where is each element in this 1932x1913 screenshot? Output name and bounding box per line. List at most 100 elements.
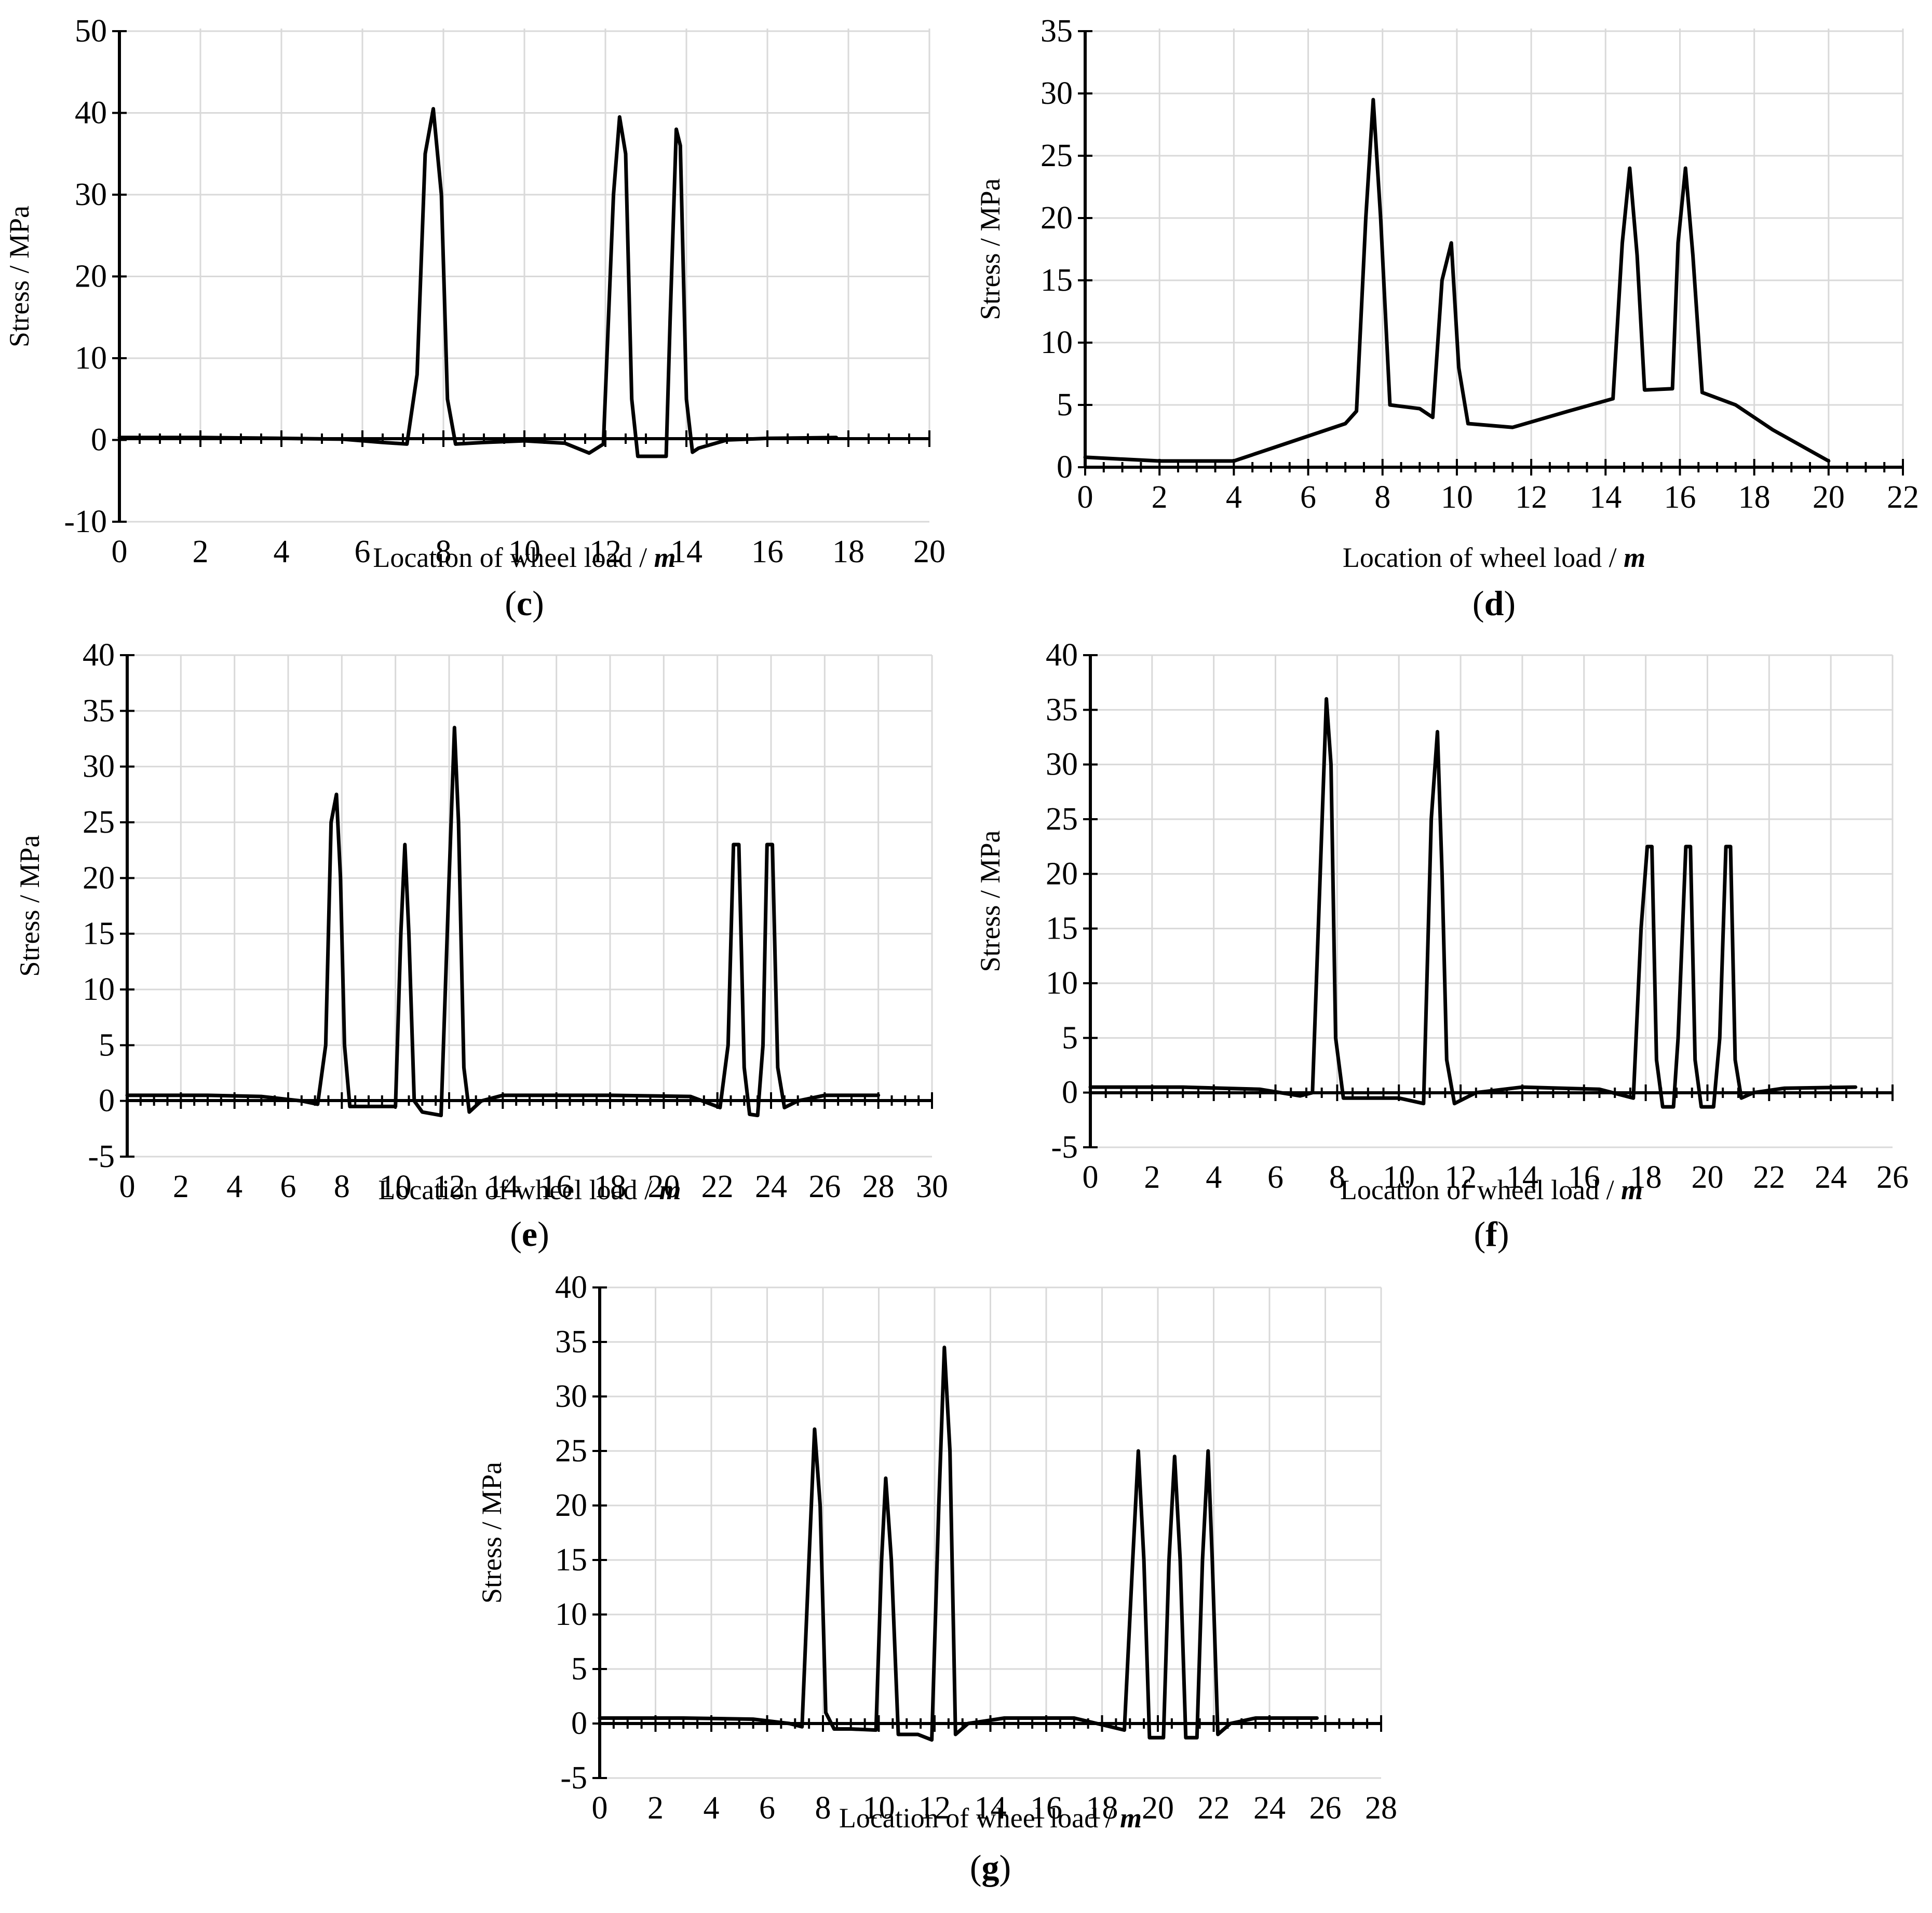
data-point [1450,242,1453,244]
x-tick-label: 4 [226,1169,242,1204]
data-point [1643,389,1646,391]
data-point [1182,1086,1184,1089]
data-point [884,1477,887,1480]
data-point [1719,1037,1721,1039]
panel-label-letter: d [1484,584,1504,623]
x-tick-label: 20 [913,534,945,569]
data-point [1355,410,1358,412]
y-tick-label: 35 [1046,692,1078,727]
data-point [665,455,667,457]
x-tick-label: 18 [1630,1160,1662,1195]
x-tick-label: 22 [1198,1790,1230,1826]
y-tick-label: 25 [1046,802,1078,837]
data-point [446,398,449,400]
data-point [599,1717,601,1719]
data-point [454,443,457,445]
data-point [801,1726,803,1728]
x-tick-label: 24 [1815,1160,1847,1195]
panel-label-close: ) [1497,1214,1509,1254]
data-point [207,1094,209,1096]
x-tick-label: 8 [1329,1160,1345,1195]
data-point [1422,1102,1425,1105]
data-point [1179,1559,1181,1561]
data-point [1259,1088,1261,1091]
data-point [1207,1450,1209,1452]
x-tick-label: 18 [594,1169,626,1204]
data-point [368,1105,370,1108]
data-point [502,1094,504,1096]
x-tick-label: 10 [508,534,541,569]
y-tick-label: 15 [555,1542,587,1578]
data-point [1344,423,1347,425]
data-point [796,1100,799,1102]
data-point [967,1722,969,1725]
data-point [1621,242,1624,244]
data-point [1311,1091,1314,1094]
data-point [1651,845,1653,848]
data-point [1734,404,1737,406]
data-point [954,1733,957,1735]
data-point [339,877,342,879]
x-tick-label: 0 [119,1169,136,1204]
data-point [641,455,643,457]
data-point [1457,367,1460,369]
data-point [483,441,485,444]
data-point [199,436,201,439]
x-tick-label: 14 [670,534,702,569]
data-point [1521,1086,1523,1089]
x-tick-label: 6 [759,1790,775,1826]
data-point [1730,845,1732,848]
data-point [1158,460,1161,462]
y-tick-label: -5 [88,1139,115,1174]
x-tick-label: 4 [704,1790,720,1826]
y-tick-label: 30 [75,177,107,212]
y-tick-label: 35 [83,693,115,728]
data-point [1211,1559,1213,1561]
x-axis-label: Location of wheel load / m [373,542,675,573]
data-point [669,316,671,319]
y-tick-label: 5 [571,1651,587,1687]
data-point [1661,1106,1664,1108]
x-tick-label: 18 [1086,1790,1118,1826]
data-point [743,1066,746,1069]
x-axis-unit: m [1621,1174,1643,1205]
data-point [1655,1059,1658,1061]
data-point [126,1094,128,1096]
x-tick-label: 16 [1030,1790,1062,1826]
x-tick-label: 10 [863,1790,895,1826]
y-tick-label: 25 [1041,138,1073,173]
data-point [1734,1059,1736,1061]
data-point [1612,398,1614,400]
data-point [325,1044,327,1047]
x-tick-label: 10 [1383,1160,1415,1195]
data-point [1380,217,1382,219]
x-tick-label: 16 [1664,480,1696,515]
data-point [930,1739,933,1741]
data-point [877,1094,880,1096]
data-point [1677,1037,1680,1039]
data-point [602,443,605,445]
data-point [453,726,456,729]
x-tick-label: 20 [647,1169,680,1204]
x-tick-label: 2 [193,534,209,569]
data-point [1217,1733,1219,1735]
panel-label-open: ( [510,1214,522,1254]
y-axis-label: Stress / MPa [975,830,1006,972]
data-point [480,1100,482,1102]
data-point [1441,873,1443,875]
data-point [1316,1717,1318,1719]
data-point [1689,845,1692,848]
data-point [1229,1722,1232,1725]
data-point [1137,1450,1140,1452]
data-point [1441,279,1443,281]
data-point [1254,1717,1257,1719]
y-tick-label: 40 [75,96,107,131]
panel-label-letter: f [1485,1214,1498,1254]
data-point [1003,1717,1006,1719]
panel-label: (c) [505,584,544,623]
gridlines [1090,654,1894,1148]
x-tick-label: 4 [274,534,290,569]
data-point [1196,1736,1198,1739]
x-tick-label: 14 [975,1790,1007,1826]
y-tick-label: 20 [555,1488,587,1523]
